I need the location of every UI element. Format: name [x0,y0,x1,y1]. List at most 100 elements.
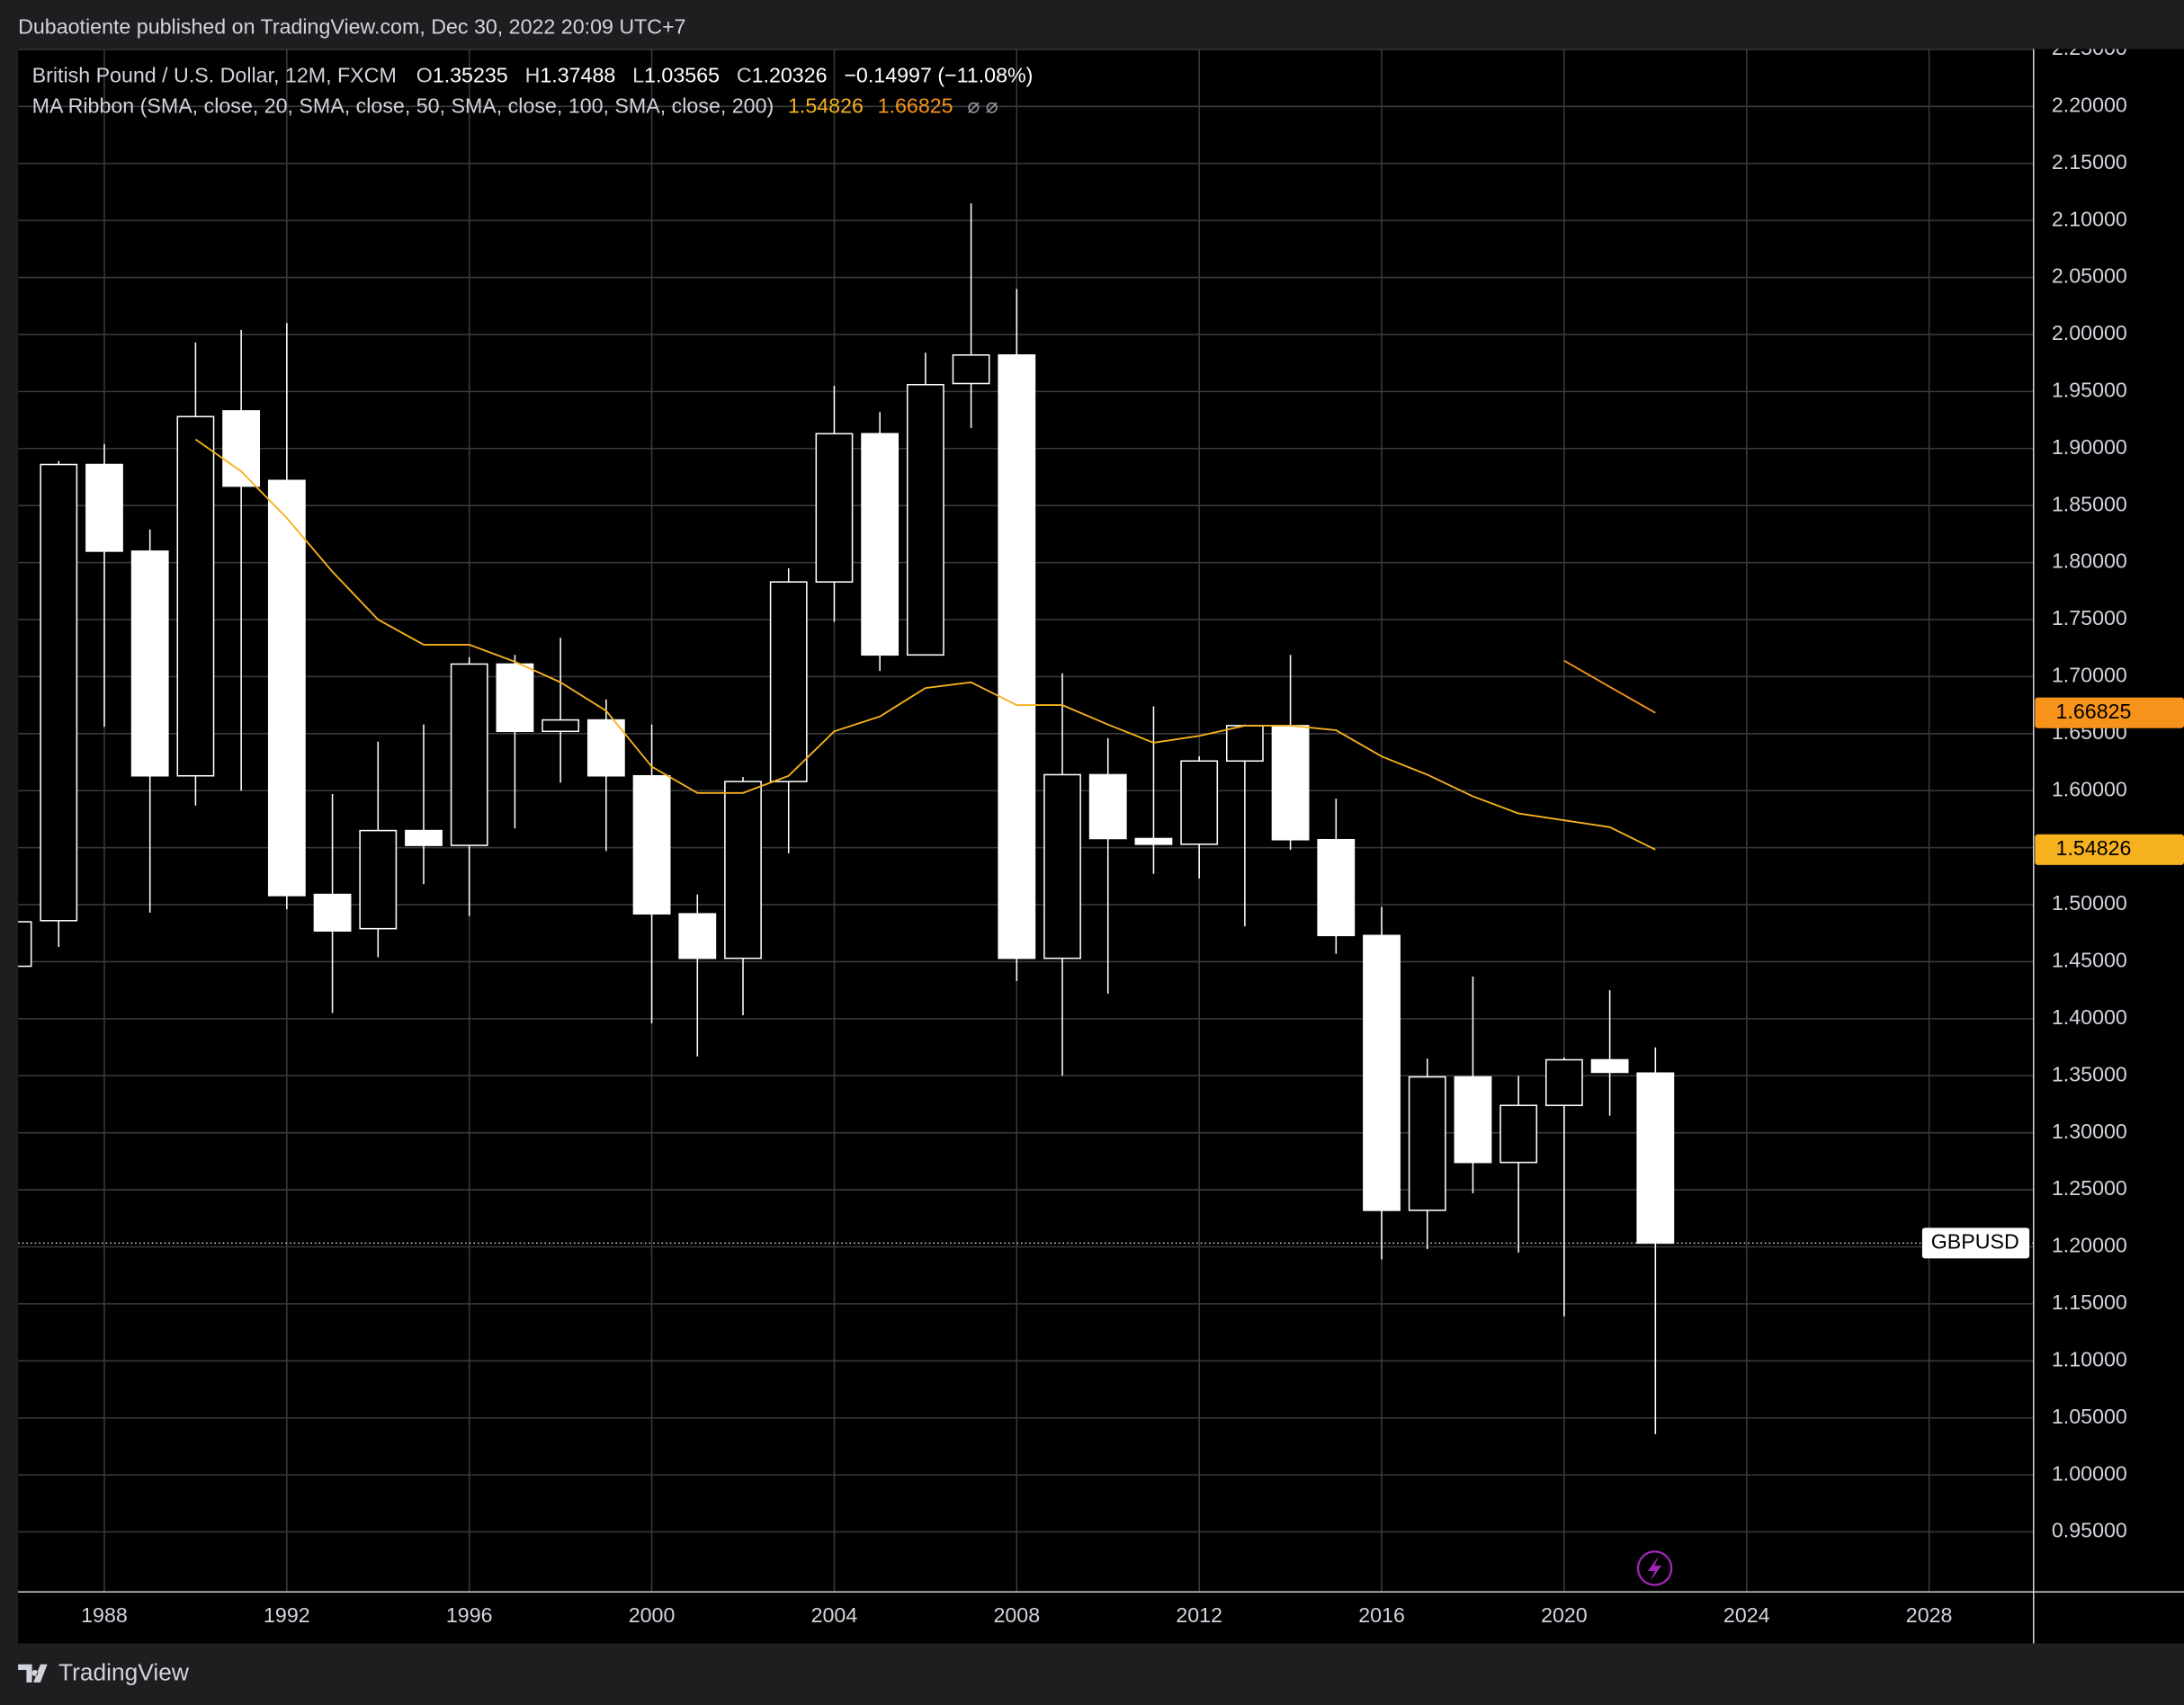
ohlc-label: C [737,64,752,87]
candle-body [678,913,717,960]
candle-body [85,463,123,552]
y-tick-label: 1.90000 [2052,435,2127,459]
x-tick-label: 1988 [81,1603,128,1627]
price-tag-label: 1.66825 [2056,700,2132,723]
y-tick-label: 1.50000 [2052,891,2127,915]
symbol-tag-label: GBPUSD [1931,1229,2019,1253]
candle-body [1544,1058,1583,1107]
indicator-value: 1.54826 [788,94,864,118]
ma-line [1563,659,1656,714]
y-tick-label: 1.40000 [2052,1005,2127,1029]
candle-body [405,829,443,846]
y-tick-label: 1.10000 [2052,1347,2127,1370]
ohlc-value: 1.03565 [644,64,720,87]
candle-body [1088,773,1127,840]
candle-body [1180,760,1219,845]
y-tick-label: 1.70000 [2052,664,2127,687]
legend-line: British Pound / U.S. Dollar, 12M, FXCM O… [32,64,1034,87]
y-tick-label: 1.15000 [2052,1290,2127,1314]
candle-body [40,463,78,922]
ma-line [194,438,1656,851]
y-tick-label: 2.25000 [2052,36,2127,59]
candle-body [267,479,306,897]
candle-body [1043,773,1081,960]
x-tick-label: 2028 [1906,1603,1953,1627]
y-tick-label: 1.85000 [2052,492,2127,515]
candle-body [861,433,900,656]
ohlc-label: H [525,64,541,87]
candle-body [359,829,398,930]
y-tick-label: 1.75000 [2052,606,2127,629]
x-tick-label: 2004 [811,1603,858,1627]
indicator-title: MA Ribbon (SMA, close, 20, SMA, close, 5… [32,94,774,118]
y-tick-label: 2.15000 [2052,150,2127,174]
y-tick-label: 1.95000 [2052,379,2127,402]
plot-background [18,49,2184,1644]
x-tick-label: 2000 [629,1603,676,1627]
y-tick-label: 0.95000 [2052,1519,2127,1542]
candle-body [1636,1072,1675,1245]
y-tick-label: 1.30000 [2052,1120,2127,1143]
x-tick-label: 1996 [446,1603,493,1627]
indicator-value: 1.66825 [878,94,953,118]
candle-body [222,410,261,487]
candle-body [450,663,488,846]
ohlc-value: 1.37488 [540,64,615,87]
change-value: −0.14997 (−11.08%) [844,64,1033,87]
replay-icon [1636,1550,1673,1586]
candle-body [1499,1104,1538,1164]
price-tag [2035,697,2184,728]
x-tick-label: 2020 [1541,1603,1588,1627]
candle-body [724,781,762,960]
x-tick-label: 2008 [993,1603,1040,1627]
candle-body [1454,1076,1492,1164]
footer-logo [18,1664,48,1683]
candle-body [1134,837,1173,845]
candle-body [18,921,32,968]
footer-brand: TradingView [58,1659,190,1686]
candle-body [815,433,854,583]
y-tick-label: 1.00000 [2052,1461,2127,1485]
candle-body [1590,1058,1629,1074]
indicator-legend: MA Ribbon (SMA, close, 20, SMA, close, 5… [32,94,998,118]
y-tick-label: 2.20000 [2052,93,2127,116]
ohlc-value: 1.35235 [433,64,508,87]
candle-body [1271,725,1310,841]
x-axis: 1988 1992 1996 2000 2004 2008 2012 2016 2020 2024… [81,1603,1952,1627]
plot [18,203,2034,1434]
y-tick-label: 1.45000 [2052,949,2127,972]
grid [18,49,2034,1593]
y-tick-label: 1.25000 [2052,1176,2127,1200]
candle-body [542,719,580,733]
candle-body [769,581,808,782]
symbol-title: British Pound / U.S. Dollar, 12M, FXCM [32,64,397,87]
symbol-tag [1921,1227,2030,1259]
candle-body [1408,1076,1446,1211]
candle-body [496,663,534,733]
y-tick-label: 1.20000 [2052,1234,2127,1257]
price-tag [2035,834,2184,865]
indicator-na: ⌀ ⌀ [967,94,998,118]
y-tick-label: 1.80000 [2052,549,2127,573]
ohlc-value: 1.20326 [752,64,828,87]
candle-body [632,774,671,915]
y-tick-label: 2.00000 [2052,321,2127,344]
candle-body [313,893,352,932]
y-tick-label: 1.05000 [2052,1405,2127,1428]
candle-body [998,354,1036,960]
y-tick-label: 1.35000 [2052,1062,2127,1085]
x-tick-label: 2024 [1723,1603,1770,1627]
ohlc-label: L [632,64,644,87]
candle-body [1225,725,1264,763]
candle-body [586,719,625,777]
ohlc-label: O [416,64,433,87]
x-tick-label: 1992 [264,1603,310,1627]
candle-body [1317,838,1356,937]
candle-body [176,415,215,777]
price-tag-label: 1.54826 [2056,836,2132,860]
candle-body [1363,934,1401,1211]
candle-body [130,550,169,777]
y-tick-label: 1.60000 [2052,777,2127,800]
x-tick-label: 2012 [1176,1603,1222,1627]
